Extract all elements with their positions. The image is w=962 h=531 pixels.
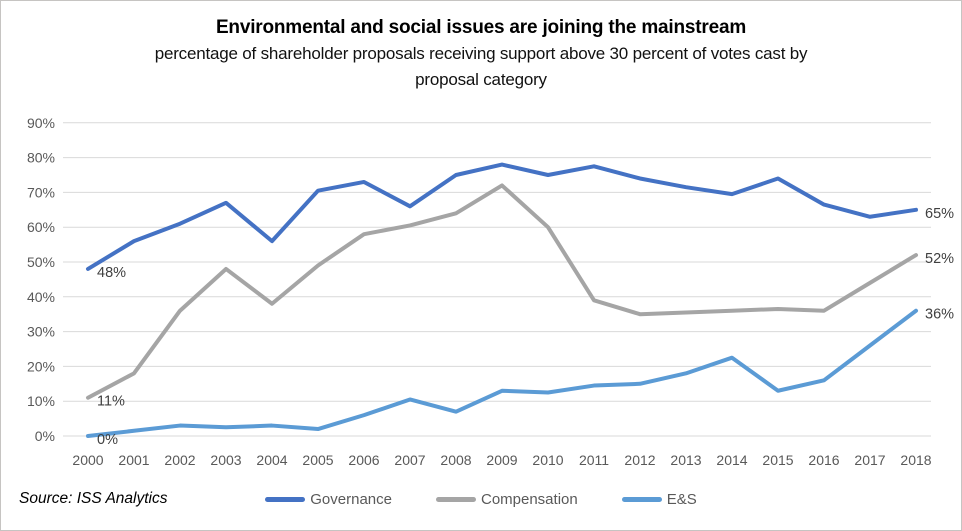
x-axis-tick-label: 2014 bbox=[716, 452, 747, 468]
data-point-label: 65% bbox=[925, 206, 954, 222]
x-axis-tick-label: 2017 bbox=[854, 452, 885, 468]
y-axis-tick-label: 20% bbox=[27, 358, 55, 374]
x-axis-tick-label: 2013 bbox=[670, 452, 701, 468]
data-point-label: 48% bbox=[97, 265, 126, 281]
y-axis-tick-label: 80% bbox=[27, 150, 55, 166]
x-axis-tick-label: 2007 bbox=[394, 452, 425, 468]
x-axis-tick-label: 2015 bbox=[762, 452, 793, 468]
x-axis-tick-label: 2005 bbox=[302, 452, 333, 468]
legend-swatch bbox=[621, 497, 662, 502]
x-axis-tick-label: 2004 bbox=[256, 452, 287, 468]
x-axis-tick-label: 2012 bbox=[624, 452, 655, 468]
chart-subtitle: percentage of shareholder proposals rece… bbox=[1, 41, 961, 93]
x-axis-tick-label: 2001 bbox=[118, 452, 149, 468]
chart-title: Environmental and social issues are join… bbox=[215, 17, 747, 38]
y-axis-tick-label: 70% bbox=[27, 184, 55, 200]
x-axis-tick-label: 2016 bbox=[808, 452, 839, 468]
y-axis-tick-label: 0% bbox=[35, 428, 55, 444]
x-axis-tick-label: 2003 bbox=[210, 452, 241, 468]
legend-item-governance: Governance bbox=[265, 491, 392, 508]
x-axis-tick-label: 2000 bbox=[72, 452, 103, 468]
chart-subtitle-line2: proposal category bbox=[415, 70, 547, 89]
source-label: Source: ISS Analytics bbox=[19, 490, 168, 507]
data-point-label: 36% bbox=[925, 307, 954, 323]
chart-legend: Governance Compensation E&S bbox=[1, 491, 961, 508]
y-axis-tick-label: 10% bbox=[27, 393, 55, 409]
legend-label: Compensation bbox=[480, 491, 578, 508]
legend-label: Governance bbox=[310, 491, 392, 508]
data-point-label: 52% bbox=[925, 251, 954, 267]
legend-item-compensation: Compensation bbox=[435, 491, 578, 508]
series-line-governance bbox=[86, 162, 918, 271]
legend-item-es: E&S bbox=[621, 491, 697, 508]
series-line-es bbox=[86, 308, 918, 438]
x-axis-tick-label: 2018 bbox=[900, 452, 931, 468]
x-axis-tick-label: 2010 bbox=[532, 452, 563, 468]
y-axis-tick-label: 40% bbox=[27, 289, 55, 305]
y-axis-tick-label: 90% bbox=[27, 115, 55, 131]
data-point-label: 0% bbox=[97, 432, 118, 448]
x-axis-tick-label: 2002 bbox=[164, 452, 195, 468]
y-axis-tick-label: 30% bbox=[27, 324, 55, 340]
y-axis-tick-label: 50% bbox=[27, 254, 55, 270]
y-axis-tick-label: 60% bbox=[27, 219, 55, 235]
x-axis-tick-label: 2011 bbox=[579, 452, 609, 468]
chart-subtitle-line1: percentage of shareholder proposals rece… bbox=[154, 44, 808, 63]
legend-swatch bbox=[435, 497, 476, 502]
legend-label: E&S bbox=[666, 491, 697, 508]
x-axis-tick-label: 2009 bbox=[486, 452, 517, 468]
x-axis-tick-label: 2008 bbox=[440, 452, 471, 468]
data-point-label: 11% bbox=[97, 394, 125, 410]
x-axis-tick-label: 2006 bbox=[348, 452, 379, 468]
legend-swatch bbox=[265, 497, 306, 502]
series-line-compensation bbox=[86, 183, 918, 400]
